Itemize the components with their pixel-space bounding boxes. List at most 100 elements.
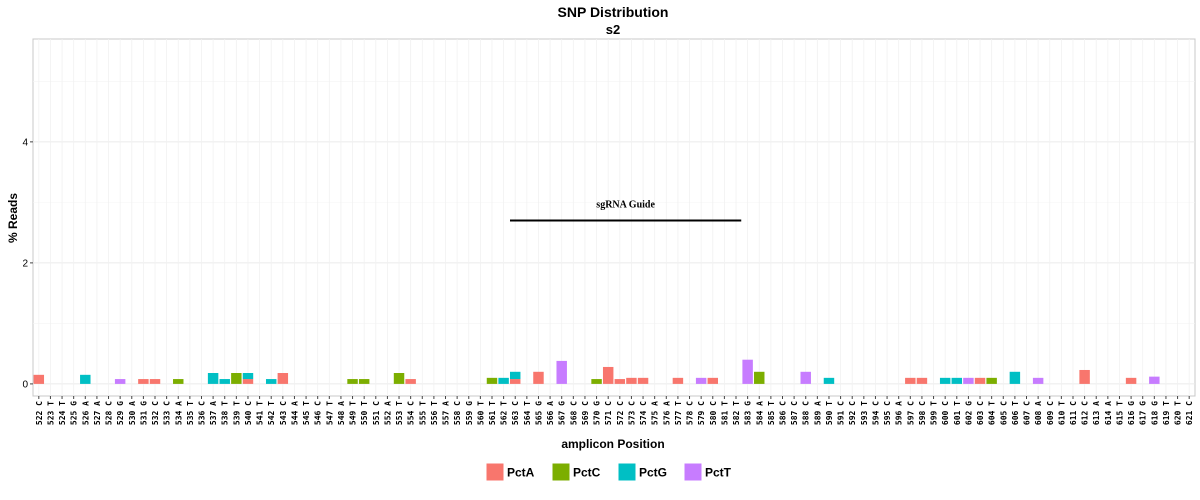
x-tick-label: 580 C	[709, 401, 718, 425]
x-tick-label: 562 T	[500, 401, 509, 425]
x-tick-label: 614 A	[1104, 401, 1113, 425]
bar-pctc	[347, 379, 358, 384]
x-tick-label: 539 T	[232, 401, 241, 425]
bar-pctt	[963, 377, 974, 384]
bar-pcta	[138, 379, 149, 384]
x-tick-label: 577 T	[674, 401, 683, 425]
x-tick-label: 524 T	[58, 401, 67, 425]
bar-pctg	[823, 377, 835, 384]
bar-pctt	[1032, 377, 1044, 384]
x-tick-label: 613 A	[1092, 401, 1101, 425]
bar-pctg	[207, 373, 219, 384]
x-tick-label: 611 C	[1069, 401, 1078, 425]
bar-pctg	[1009, 371, 1021, 384]
x-tick-label: 599 T	[930, 401, 939, 425]
x-tick-label: 534 A	[174, 401, 183, 425]
bar-pctc	[393, 373, 405, 384]
x-tick-label: 615 T	[1115, 401, 1124, 425]
x-tick-label: 595 C	[883, 401, 892, 425]
bar-pcta	[672, 377, 684, 384]
legend-label-pcta: PctA	[507, 466, 535, 480]
bar-pctg	[951, 377, 963, 384]
x-tick-label: 556 T	[430, 401, 439, 425]
x-tick-label: 575 A	[651, 401, 660, 425]
legend-label-pctg: PctG	[639, 466, 667, 480]
bar-pctc	[486, 377, 498, 384]
x-tick-label: 542 T	[267, 401, 276, 425]
legend-key-pctc	[551, 462, 571, 482]
x-tick-label: 544 A	[290, 401, 299, 425]
bar-pctg	[265, 379, 277, 384]
x-tick-label: 612 C	[1081, 401, 1090, 425]
x-tick-label: 531 G	[139, 401, 148, 425]
x-tick-label: 584 A	[755, 401, 764, 425]
x-tick-label: 605 C	[999, 401, 1008, 425]
x-tick-label: 604 T	[988, 401, 997, 425]
x-tick-label: 593 T	[860, 401, 869, 425]
bar-pcta	[1079, 369, 1090, 384]
x-tick-label: 563 C	[511, 401, 520, 425]
x-tick-label: 559 G	[465, 401, 474, 425]
x-tick-label: 538 T	[221, 401, 230, 425]
x-tick-label: 569 C	[581, 401, 590, 425]
bar-pcta	[626, 377, 637, 384]
x-tick-label: 560 T	[476, 401, 485, 425]
legend-key-pctt	[683, 462, 703, 482]
bar-pctc	[754, 371, 765, 384]
legend: PctA PctC PctG PctT	[485, 462, 732, 482]
x-tick-label: 551 C	[372, 401, 381, 425]
bar-pctt	[742, 359, 753, 384]
x-tick-label: 530 A	[128, 401, 137, 425]
x-tick-label: 547 T	[325, 401, 334, 425]
x-tick-label: 607 C	[1023, 401, 1032, 425]
x-tick-label: 528 C	[105, 401, 114, 425]
bar-pcta	[33, 374, 45, 384]
x-tick-label: 619 T	[1162, 401, 1171, 425]
x-tick-label: 546 C	[314, 401, 323, 425]
x-tick-label: 567 G	[558, 401, 567, 425]
x-tick-label: 541 T	[256, 401, 265, 425]
x-tick-label: 585 T	[767, 401, 776, 425]
x-tick-label: 598 C	[918, 401, 927, 425]
bar-pcta	[905, 377, 916, 384]
x-tick-label: 601 T	[953, 401, 962, 425]
x-tick-label: 549 T	[349, 401, 358, 425]
x-tick-label: 553 T	[395, 401, 404, 425]
x-tick-label: 552 A	[383, 401, 392, 425]
x-tick-label: 561 T	[488, 401, 497, 425]
x-tick-label: 602 G	[964, 401, 973, 425]
x-tick-label: 536 C	[197, 401, 206, 425]
x-tick-label: 543 C	[279, 401, 288, 425]
x-tick-label: 621 C	[1185, 401, 1194, 425]
x-tick-label: 566 A	[546, 401, 555, 425]
bar-pctg	[219, 379, 230, 384]
x-tick-label: 526 A	[81, 401, 90, 425]
x-tick-label: 579 C	[697, 401, 706, 425]
x-tick-label: 620 T	[1174, 401, 1183, 425]
x-tick-label: 550 T	[360, 401, 369, 425]
x-tick-label: 537 A	[209, 401, 218, 425]
x-tick-label: 527 A	[93, 401, 102, 425]
bar-pcta	[405, 379, 416, 384]
x-tick-label: 557 A	[442, 401, 451, 425]
bar-pctt	[556, 360, 567, 384]
x-tick-label: 532 C	[151, 401, 160, 425]
plot-panel	[32, 38, 1196, 397]
bar-pctc	[986, 377, 997, 384]
legend-label-pctt: PctT	[705, 466, 732, 480]
y-axis-ticks: 0 2 4	[22, 137, 33, 390]
bar-pcta	[707, 377, 718, 384]
x-tick-label: 618 G	[1150, 401, 1159, 425]
bar-pctg	[498, 377, 509, 384]
x-tick-label: 572 C	[616, 401, 625, 425]
x-tick-label: 576 A	[662, 401, 671, 425]
x-tick-label: 586 C	[778, 401, 787, 425]
legend-label-pctc: PctC	[573, 466, 601, 480]
x-tick-label: 545 T	[302, 401, 311, 425]
bar-pctg	[510, 371, 521, 380]
x-tick-label: 583 G	[744, 401, 753, 425]
y-tick-label: 2	[22, 258, 28, 269]
legend-key-pctg	[617, 462, 637, 482]
bar-pctc	[173, 379, 184, 384]
x-tick-label: 535 T	[186, 401, 195, 425]
